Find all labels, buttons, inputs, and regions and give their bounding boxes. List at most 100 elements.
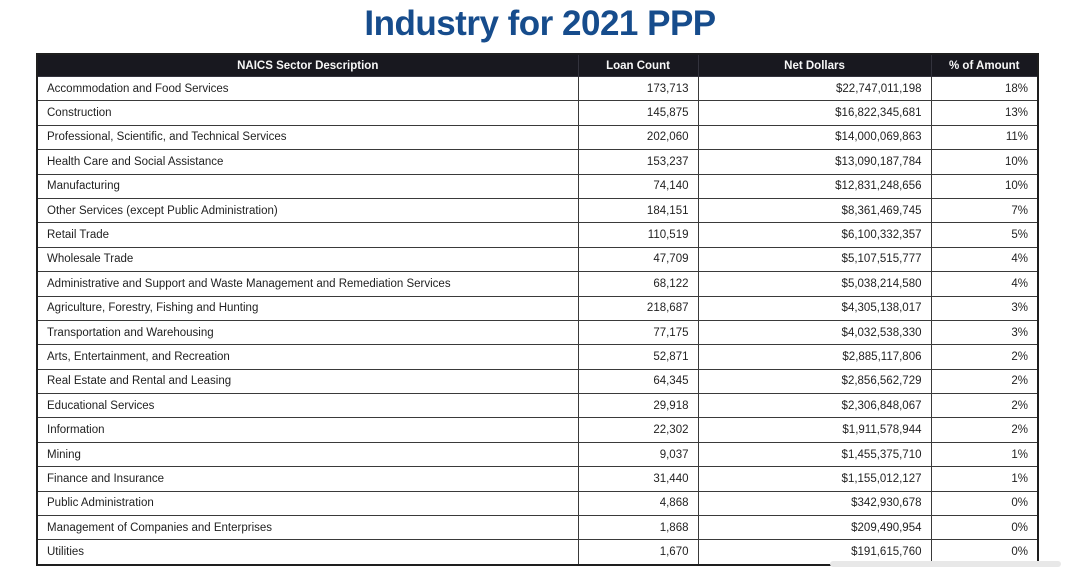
cell-sector-description: Construction [36, 100, 579, 126]
cell-pct-of-amount: 2% [930, 368, 1039, 395]
cell-loan-count: 1,670 [577, 539, 699, 566]
table-header-row: NAICS Sector Description Loan Count Net … [36, 53, 1039, 77]
cell-net-dollars: $22,747,011,198 [697, 75, 932, 102]
cell-sector-description: Transportation and Warehousing [36, 319, 579, 346]
cell-pct-of-amount: 2% [930, 344, 1039, 370]
column-header-pct-of-amount: % of Amount [930, 53, 1039, 77]
cell-loan-count: 52,871 [577, 344, 699, 370]
cell-sector-description: Other Services (except Public Administra… [36, 197, 579, 224]
cell-net-dollars: $13,090,187,784 [697, 149, 932, 175]
cell-pct-of-amount: 4% [930, 246, 1039, 273]
cell-sector-description: Wholesale Trade [36, 246, 579, 273]
cell-pct-of-amount: 4% [930, 271, 1039, 297]
cell-pct-of-amount: 0% [930, 515, 1039, 541]
cell-loan-count: 1,868 [577, 515, 699, 541]
cell-loan-count: 4,868 [577, 490, 699, 517]
cell-loan-count: 68,122 [577, 271, 699, 297]
table-row: Management of Companies and Enterprises 1… [36, 515, 1039, 541]
cell-sector-description: Real Estate and Rental and Leasing [36, 368, 579, 395]
table-row: Utilities 1,670 $191,615,760 0% [36, 539, 1039, 566]
cell-loan-count: 184,151 [577, 197, 699, 224]
cell-pct-of-amount: 1% [930, 466, 1039, 492]
cell-pct-of-amount: 2% [930, 417, 1039, 443]
cell-sector-description: Agriculture, Forestry, Fishing and Hunti… [36, 295, 579, 321]
column-header-net-dollars: Net Dollars [697, 53, 932, 77]
table-row: Information 22,302 $1,911,578,944 2% [36, 417, 1039, 443]
cell-pct-of-amount: 11% [930, 124, 1039, 151]
cell-loan-count: 47,709 [577, 246, 699, 273]
cell-net-dollars: $6,100,332,357 [697, 222, 932, 248]
table-row: Administrative and Support and Waste Man… [36, 271, 1039, 297]
cell-loan-count: 77,175 [577, 319, 699, 346]
cell-loan-count: 74,140 [577, 173, 699, 199]
cell-net-dollars: $5,107,515,777 [697, 246, 932, 273]
cell-loan-count: 31,440 [577, 466, 699, 492]
table-row: Agriculture, Forestry, Fishing and Hunti… [36, 295, 1039, 321]
table-row: Transportation and Warehousing 77,175 $4,0… [36, 319, 1039, 346]
table-row: Real Estate and Rental and Leasing 64,345… [36, 368, 1039, 395]
table-row: Wholesale Trade 47,709 $5,107,515,777 4% [36, 246, 1039, 273]
table-body: Accommodation and Food Services 173,713 $2… [36, 75, 1039, 566]
cell-sector-description: Professional, Scientific, and Technical … [36, 124, 579, 151]
cell-sector-description: Utilities [36, 539, 579, 566]
table-row: Arts, Entertainment, and Recreation 52,87… [36, 344, 1039, 370]
column-header-loan-count: Loan Count [577, 53, 699, 77]
cell-net-dollars: $4,032,538,330 [697, 319, 932, 346]
cell-net-dollars: $209,490,954 [697, 515, 932, 541]
cell-sector-description: Arts, Entertainment, and Recreation [36, 344, 579, 370]
cell-loan-count: 9,037 [577, 441, 699, 468]
cell-net-dollars: $12,831,248,656 [697, 173, 932, 199]
cell-pct-of-amount: 3% [930, 319, 1039, 346]
table-row: Accommodation and Food Services 173,713 $2… [36, 75, 1039, 102]
table-row: Professional, Scientific, and Technical … [36, 124, 1039, 151]
cell-net-dollars: $14,000,069,863 [697, 124, 932, 151]
table-row: Other Services (except Public Administra… [36, 197, 1039, 224]
cell-loan-count: 173,713 [577, 75, 699, 102]
cell-net-dollars: $1,455,375,710 [697, 441, 932, 468]
table-row: Health Care and Social Assistance 153,237… [36, 149, 1039, 175]
cell-loan-count: 218,687 [577, 295, 699, 321]
table-row: Mining 9,037 $1,455,375,710 1% [36, 441, 1039, 468]
table-row: Educational Services 29,918 $2,306,848,067… [36, 393, 1039, 419]
cell-pct-of-amount: 0% [930, 490, 1039, 517]
cell-pct-of-amount: 1% [930, 441, 1039, 468]
cell-sector-description: Health Care and Social Assistance [36, 149, 579, 175]
industry-ppp-table: NAICS Sector Description Loan Count Net … [36, 53, 1039, 566]
cell-net-dollars: $4,305,138,017 [697, 295, 932, 321]
cell-loan-count: 22,302 [577, 417, 699, 443]
cell-sector-description: Retail Trade [36, 222, 579, 248]
cell-sector-description: Manufacturing [36, 173, 579, 199]
cell-pct-of-amount: 10% [930, 173, 1039, 199]
cell-net-dollars: $16,822,345,681 [697, 100, 932, 126]
cell-net-dollars: $342,930,678 [697, 490, 932, 517]
cell-loan-count: 64,345 [577, 368, 699, 395]
cell-pct-of-amount: 13% [930, 100, 1039, 126]
cell-net-dollars: $1,911,578,944 [697, 417, 932, 443]
table-row: Finance and Insurance 31,440 $1,155,012,12… [36, 466, 1039, 492]
cell-loan-count: 202,060 [577, 124, 699, 151]
cell-net-dollars: $2,885,117,806 [697, 344, 932, 370]
cell-pct-of-amount: 18% [930, 75, 1039, 102]
cell-loan-count: 110,519 [577, 222, 699, 248]
table-row: Retail Trade 110,519 $6,100,332,357 5% [36, 222, 1039, 248]
cell-sector-description: Mining [36, 441, 579, 468]
cell-sector-description: Information [36, 417, 579, 443]
cell-sector-description: Educational Services [36, 393, 579, 419]
cell-sector-description: Public Administration [36, 490, 579, 517]
cell-sector-description: Finance and Insurance [36, 466, 579, 492]
cell-net-dollars: $5,038,214,580 [697, 271, 932, 297]
cell-pct-of-amount: 7% [930, 197, 1039, 224]
cell-pct-of-amount: 0% [930, 539, 1039, 566]
table-row: Manufacturing 74,140 $12,831,248,656 10% [36, 173, 1039, 199]
table-row: Construction 145,875 $16,822,345,681 13% [36, 100, 1039, 126]
page-title: Industry for 2021 PPP [364, 4, 716, 43]
cell-net-dollars: $191,615,760 [697, 539, 932, 566]
cell-loan-count: 145,875 [577, 100, 699, 126]
cell-sector-description: Management of Companies and Enterprises [36, 515, 579, 541]
cell-loan-count: 29,918 [577, 393, 699, 419]
column-header-naics-sector-description: NAICS Sector Description [36, 53, 579, 77]
cell-sector-description: Administrative and Support and Waste Man… [36, 271, 579, 297]
cell-pct-of-amount: 3% [930, 295, 1039, 321]
cell-pct-of-amount: 2% [930, 393, 1039, 419]
bottom-partial-bar [830, 561, 1061, 567]
